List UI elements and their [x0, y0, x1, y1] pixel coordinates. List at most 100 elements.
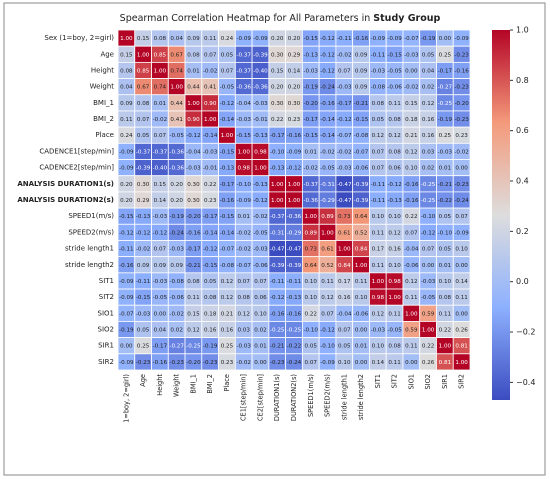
column-label: Weight [173, 374, 181, 397]
cell-label: 0.04 [120, 85, 133, 91]
cell-label: 0.12 [405, 279, 417, 285]
column-label: DURATION2(s) [290, 374, 298, 421]
cell-label: -0.02 [454, 149, 468, 155]
cell-label: -0.12 [421, 230, 435, 236]
cell-label: 0.00 [355, 360, 368, 366]
cell-label: 0.15 [120, 52, 133, 58]
cell-label: 1.00 [187, 101, 200, 107]
cell-label: -0.03 [186, 166, 201, 172]
cell-label: 0.08 [388, 117, 401, 123]
cell-label: 0.30 [187, 182, 200, 188]
cell-label: -0.07 [119, 311, 134, 317]
cell-label: 0.12 [388, 230, 400, 236]
cell-label: 0.05 [137, 133, 150, 139]
cell-label: 0.20 [271, 36, 284, 42]
cell-label: 0.16 [338, 295, 351, 301]
row-label: SIR2 [98, 358, 114, 366]
cell-label: -0.06 [354, 166, 369, 172]
cell-label: -0.07 [220, 247, 235, 253]
cell-label: -0.05 [387, 68, 402, 74]
cell-label: 0.64 [355, 214, 368, 220]
cell-label: 0.00 [455, 263, 468, 269]
cell-label: 0.23 [288, 117, 301, 123]
cell-label: 0.98 [388, 279, 401, 285]
cell-label: -0.15 [236, 133, 251, 139]
cell-label: -0.02 [153, 117, 167, 123]
cell-label: -0.27 [438, 85, 453, 91]
cell-label: -0.39 [270, 263, 285, 269]
cell-label: 0.00 [405, 360, 418, 366]
cell-label: -0.15 [136, 295, 151, 301]
cell-label: -0.04 [186, 149, 201, 155]
cell-label: 0.16 [388, 247, 401, 253]
cell-label: 0.30 [271, 52, 284, 58]
cell-label: 0.15 [187, 311, 200, 317]
cell-label: -0.20 [304, 101, 319, 107]
column-label: SIR2 [458, 374, 466, 389]
cell-label: -0.03 [236, 117, 251, 123]
colorbar [492, 30, 510, 400]
cell-label: 1.00 [422, 328, 435, 334]
cell-label: 0.08 [137, 101, 150, 107]
cell-label: 0.10 [439, 279, 452, 285]
cell-label: -0.24 [454, 198, 469, 204]
cell-label: 0.67 [137, 85, 150, 91]
row-label: SIT1 [99, 277, 114, 285]
cell-label: 0.84 [338, 263, 351, 269]
cell-label: 1.00 [120, 36, 133, 42]
cell-label: -0.17 [186, 247, 201, 253]
cell-label: 0.00 [455, 311, 468, 317]
cell-label: 1.00 [288, 198, 301, 204]
cell-label: -0.09 [236, 36, 251, 42]
cell-label: -0.03 [169, 247, 184, 253]
cell-label: 1.00 [439, 344, 452, 350]
cell-label: 0.61 [338, 230, 351, 236]
cell-label: -0.25 [287, 328, 302, 334]
row-label: Age [100, 50, 114, 58]
row-label: ANALYSIS DURATION2(s) [17, 196, 114, 204]
cell-label: -0.16 [454, 68, 469, 74]
cell-label: -0.09 [119, 279, 134, 285]
cell-label: -0.11 [287, 279, 302, 285]
title-bold: Study Group [373, 13, 440, 24]
cell-label: 0.09 [187, 36, 200, 42]
cell-label: -0.14 [203, 133, 218, 139]
cell-label: 0.08 [187, 52, 200, 58]
column-label: CE2[step/min] [256, 374, 264, 421]
cell-label: -0.15 [119, 214, 134, 220]
cell-label: 0.14 [372, 360, 385, 366]
cell-label: -0.03 [153, 214, 168, 220]
cell-label: -0.09 [236, 198, 251, 204]
cell-label: -0.07 [354, 149, 369, 155]
cell-label: 0.08 [388, 149, 401, 155]
cell-label: 0.07 [237, 279, 250, 285]
column-label: Height [156, 374, 164, 396]
cell-label: 0.20 [271, 85, 284, 91]
cell-label: 0.15 [271, 68, 284, 74]
cell-label: 0.16 [422, 117, 435, 123]
cell-label: 0.03 [237, 328, 250, 334]
cell-label: 0.08 [439, 295, 452, 301]
cell-label: -0.39 [354, 182, 369, 188]
cell-label: -0.03 [253, 247, 268, 253]
cell-label: 0.07 [305, 360, 318, 366]
cell-label: -0.10 [421, 214, 436, 220]
cell-label: -0.11 [371, 52, 386, 58]
cell-label: -0.20 [454, 101, 469, 107]
row-label: BMI_1 [93, 99, 114, 107]
heatmap-cell [452, 353, 471, 371]
cell-label: 1.00 [405, 311, 418, 317]
cell-label: 0.09 [355, 68, 368, 74]
cell-label: 0.17 [372, 247, 385, 253]
cell-label: -0.15 [220, 149, 235, 155]
cell-label: -0.47 [287, 247, 302, 253]
row-label: Sex (1=boy, 2=girl) [44, 34, 114, 42]
cell-label: -0.31 [270, 230, 285, 236]
cell-label: 0.05 [221, 52, 234, 58]
cell-label: -0.23 [454, 182, 469, 188]
cell-label: -0.37 [304, 182, 319, 188]
column-label: SIO1 [407, 374, 415, 390]
cell-label: -0.07 [236, 263, 251, 269]
cell-label: -0.12 [287, 166, 301, 172]
row-label: SPEED2(m/s) [68, 228, 114, 236]
